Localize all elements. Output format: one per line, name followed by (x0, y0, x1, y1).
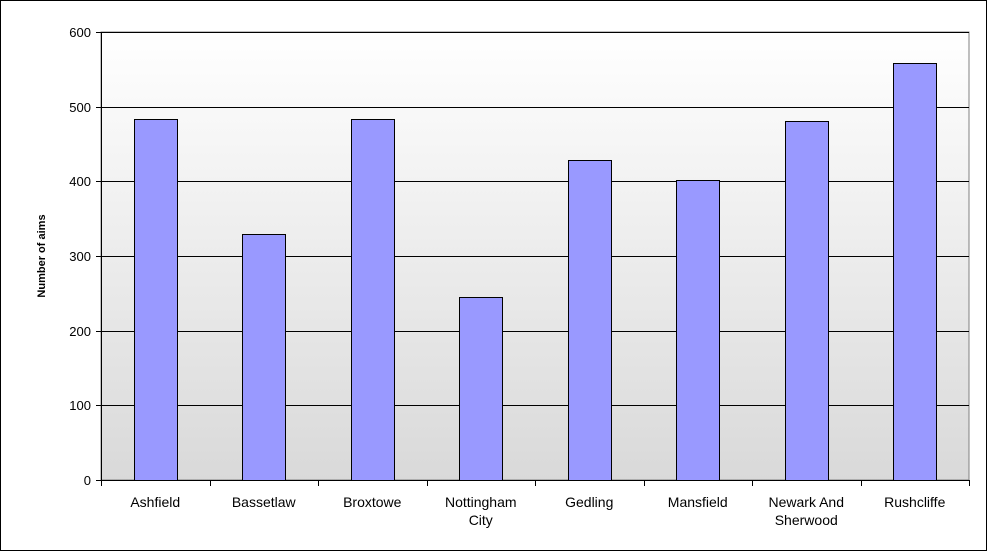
y-tick-label: 400 (69, 174, 91, 189)
x-category-label: Bassetlaw (232, 494, 297, 510)
bar (568, 160, 612, 481)
labels: 0 100 200 300 400 500 600 Ashfield Bassetlaw Brox… (69, 25, 945, 528)
bar (676, 180, 720, 481)
bar (785, 121, 829, 481)
y-tick-label: 0 (84, 473, 91, 488)
x-category-label: Gedling (565, 494, 613, 510)
bar (459, 297, 503, 481)
x-category-label: Nottingham City (445, 494, 517, 528)
y-tick-label: 500 (69, 100, 91, 115)
bar (242, 234, 286, 481)
x-category-label: Rushcliffe (884, 494, 945, 510)
x-category-label: Broxtowe (343, 494, 402, 510)
bar (134, 119, 178, 481)
bars (134, 63, 937, 481)
axes (96, 32, 970, 486)
bar (893, 63, 937, 481)
x-category-label: Newark And Sherwood (769, 494, 844, 528)
y-axis-title: Number of aims (36, 214, 48, 297)
x-category-label: Ashfield (130, 494, 180, 510)
y-tick-label: 300 (69, 249, 91, 264)
y-tick-label: 100 (69, 398, 91, 413)
y-tick-label: 600 (69, 25, 91, 40)
x-category-label: Mansfield (668, 494, 728, 510)
bar (351, 119, 395, 481)
y-tick-label: 200 (69, 324, 91, 339)
